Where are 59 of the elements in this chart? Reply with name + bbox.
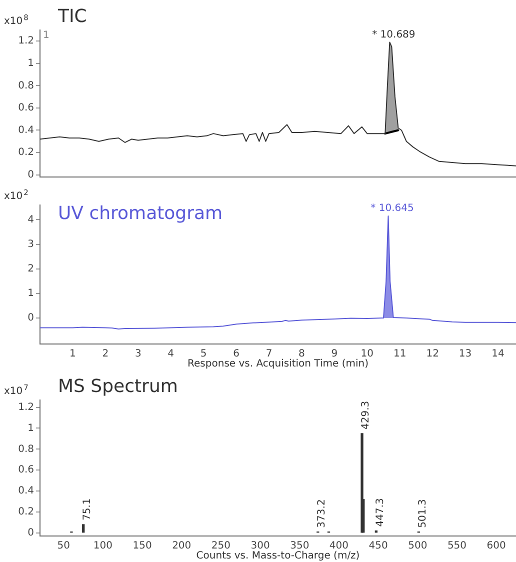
x-tick-label: 200 [172,540,192,552]
x-tick-label: 50 [57,540,70,552]
y-tick-label: 3 [28,238,34,250]
chart-title: UV chromatogram [58,203,223,224]
y-tick-label: 0.8 [18,444,34,455]
x-tick-label: 4 [168,348,174,360]
x-axis-title: Response vs. Acquisition Time (min) [188,358,369,370]
x-tick-label: 6 [233,348,240,360]
y-tick-label: 1.2 [18,402,34,413]
y-tick-label: 0.8 [18,80,34,92]
y-tick-label: 1 [28,422,34,434]
x-tick-label: 400 [329,540,349,552]
y-tick-label: 0.2 [18,147,34,158]
y-tick-label: 1.2 [18,36,34,47]
x-tick-label: 150 [132,540,152,552]
annotation: 75.1 [82,498,93,520]
annotation: 429.3 [360,400,372,430]
x-tick-label: 500 [408,540,428,552]
x-tick-label: 13 [458,348,472,360]
x-tick-label: 3 [134,348,142,360]
y-tick-label: 1 [28,288,34,300]
x-tick-label: 350 [290,540,310,552]
annotation: * 10.645 [370,203,414,214]
chart-title: MS Spectrum [58,376,178,397]
y-tick-label: 0.6 [18,464,34,476]
x-tick-label: 1 [70,348,76,360]
x-tick-label: 5 [200,348,207,360]
x-axis-title: Counts vs. Mass-to-Charge (m/z) [196,550,360,562]
x-tick-label: 12 [426,348,439,360]
annotation: 447.3 [374,498,386,527]
x-tick-label: 8 [298,348,305,360]
x-tick-label: 100 [93,540,112,552]
x-tick-label: 450 [368,540,388,552]
y-tick-label: 4 [28,214,34,226]
annotation: 501.3 [417,499,428,528]
y-tick-label: 0.6 [18,102,34,114]
y-tick-label: 2 [28,263,34,274]
x-tick-label: 9 [331,348,338,360]
y-tick-label: 0.4 [18,124,34,136]
x-tick-label: 7 [266,348,272,360]
annotation: 1 [43,30,50,41]
y-tick-label: 0 [28,169,34,180]
x-tick-label: 600 [486,540,506,552]
x-tick-label: 250 [211,540,231,552]
annotation: * 10.689 [372,29,416,40]
x-tick-label: 2 [102,348,109,360]
annotation: 373.2 [316,499,328,528]
y-tick-label: 0 [28,312,34,324]
x-tick-label: 10 [360,348,374,360]
bar [82,524,85,533]
chart-title: TIC [57,6,87,27]
y-tick-label: 1 [28,58,34,70]
y-tick-label: 0 [28,527,34,538]
x-tick-label: 550 [447,540,467,552]
y-tick-label: 0.2 [18,506,34,518]
x-tick-label: 11 [393,348,406,360]
x-tick-label: 14 [492,348,504,360]
y-tick-label: 0.4 [18,486,34,497]
x-tick-label: 300 [250,540,270,552]
